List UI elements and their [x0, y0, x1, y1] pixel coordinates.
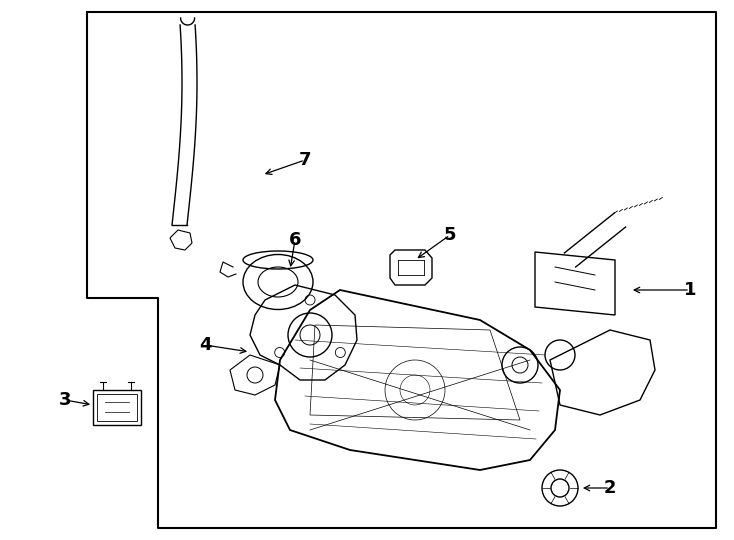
Text: 3: 3	[59, 391, 71, 409]
Text: 4: 4	[199, 336, 211, 354]
Text: 7: 7	[299, 151, 311, 169]
Text: 6: 6	[288, 231, 301, 249]
Bar	[97, 394, 137, 421]
Text: 1: 1	[684, 281, 697, 299]
Bar	[93, 390, 141, 425]
Text: 2: 2	[604, 479, 617, 497]
Text: 5: 5	[444, 226, 457, 244]
